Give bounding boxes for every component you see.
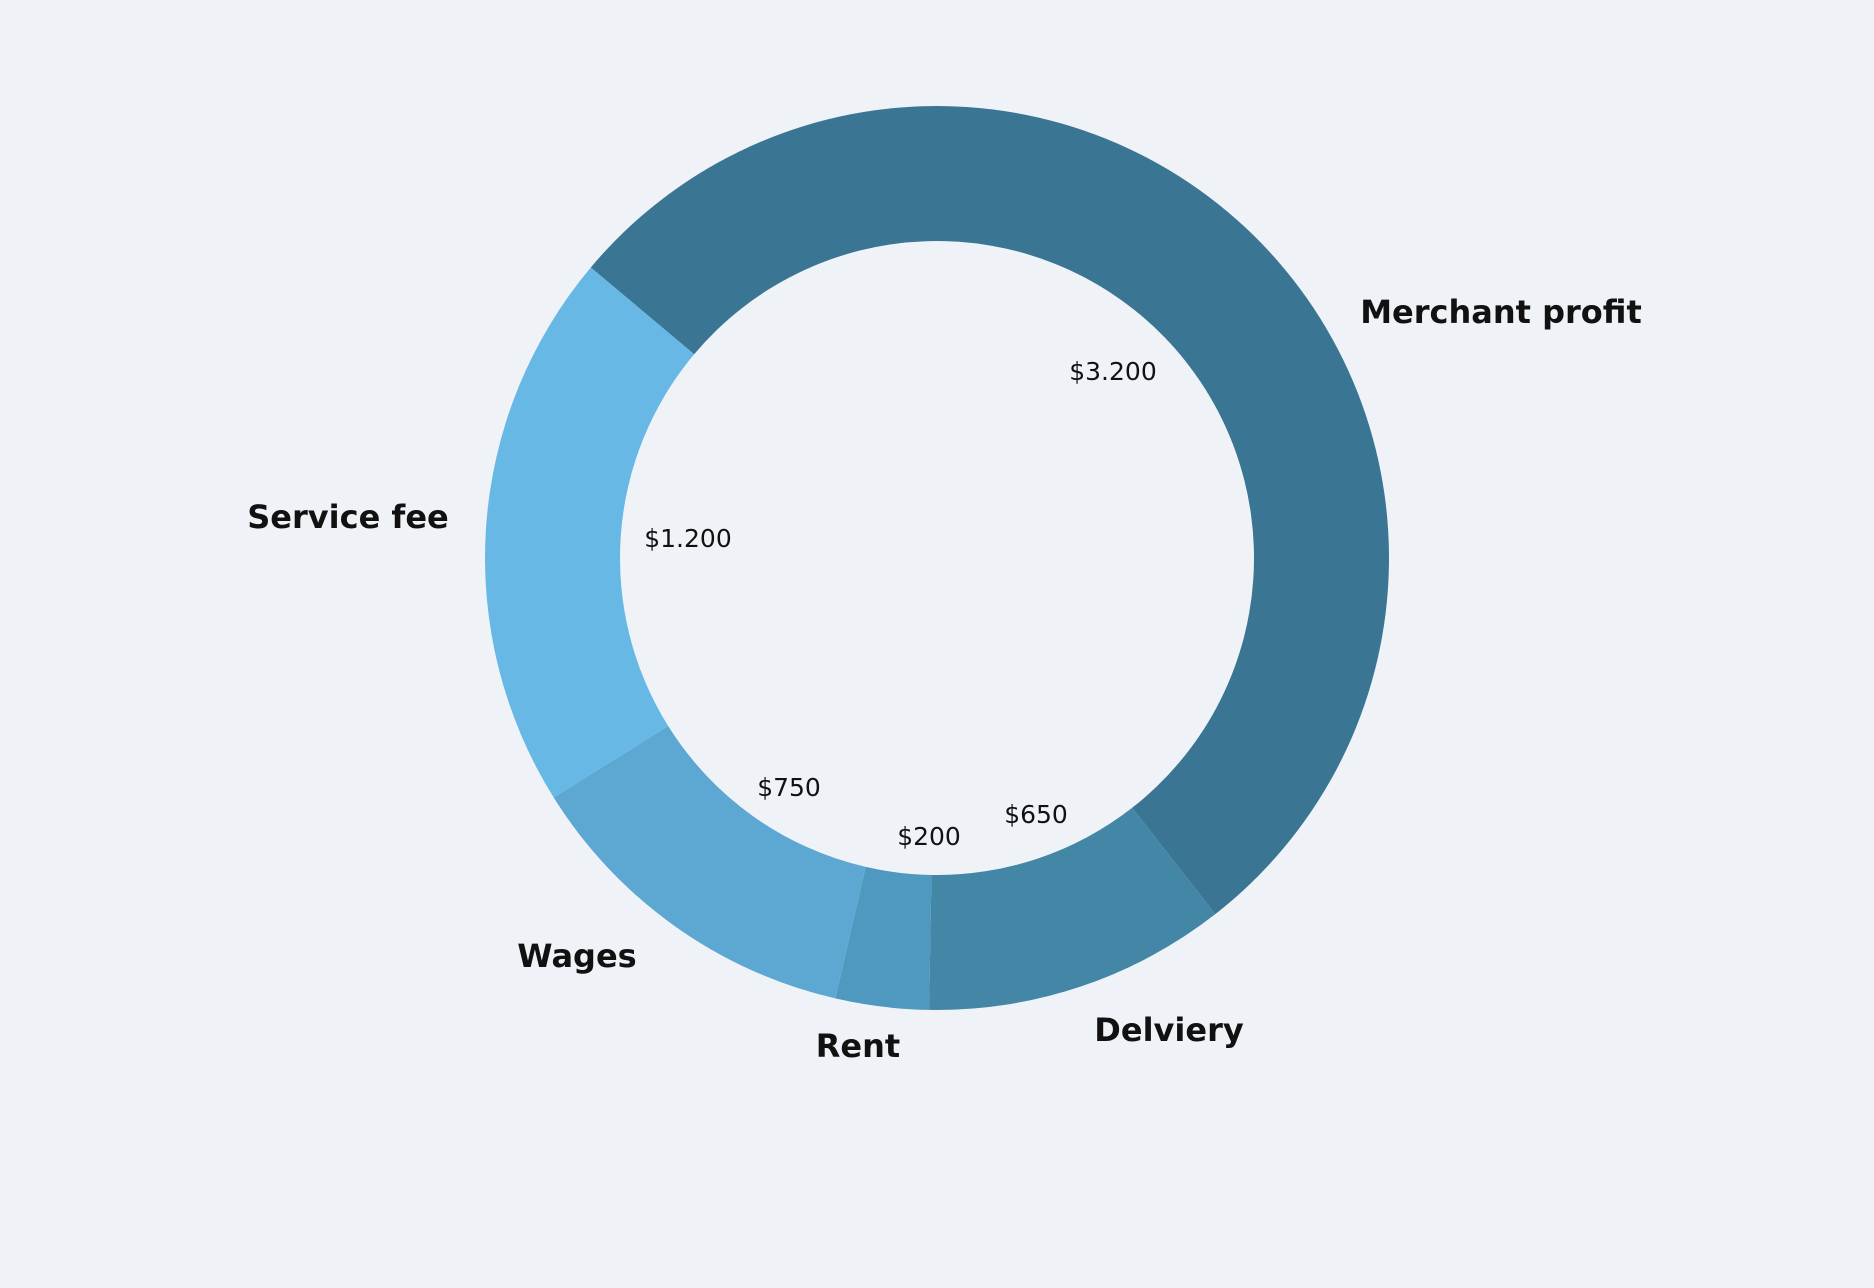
category-label: Wages	[517, 937, 636, 975]
donut-segment	[485, 267, 695, 798]
category-label: Service fee	[247, 498, 449, 536]
value-label: $750	[757, 773, 821, 802]
donut-segment	[590, 105, 1390, 915]
value-label: $3.200	[1069, 357, 1156, 386]
category-label: Merchant profit	[1360, 293, 1642, 331]
category-label: Rent	[816, 1027, 900, 1065]
value-label: $1.200	[644, 524, 731, 553]
donut-segment	[553, 725, 866, 999]
value-label: $650	[1004, 800, 1068, 829]
donut-segment	[929, 807, 1216, 1010]
value-label: $200	[897, 822, 961, 851]
donut-segment	[835, 866, 932, 1010]
category-label: Delviery	[1094, 1011, 1244, 1049]
